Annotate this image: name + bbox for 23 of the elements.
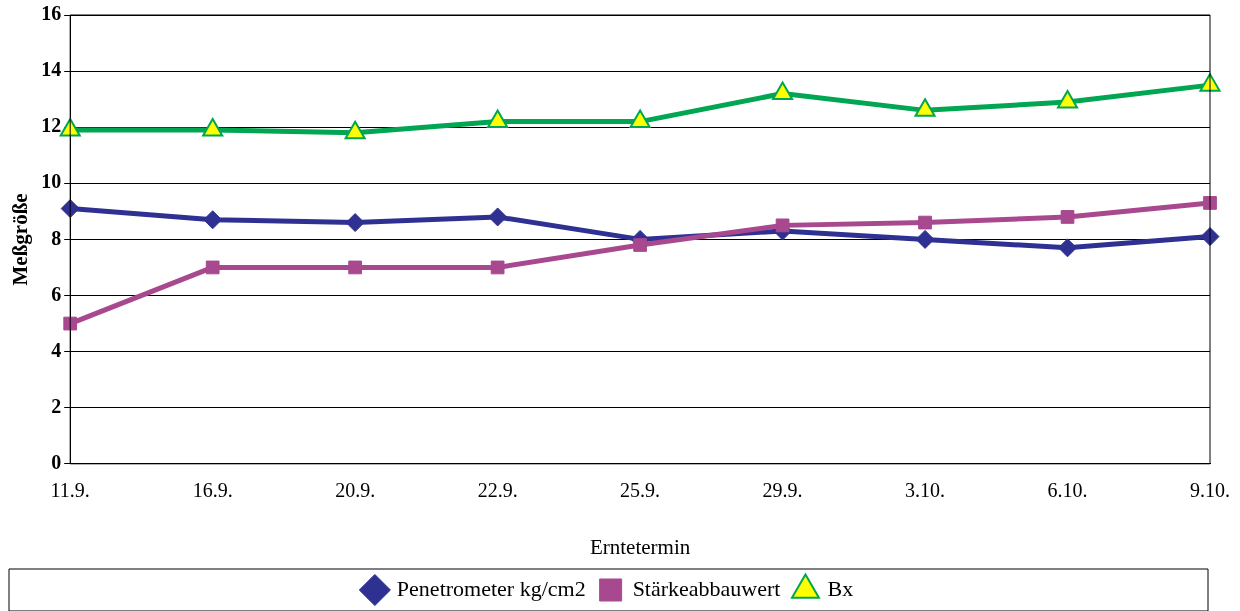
x-tick-label: 11.9.	[50, 479, 90, 502]
y-tick-label: 6	[51, 282, 62, 305]
y-axis-title: Meßgröße	[8, 193, 33, 286]
x-tick-label: 29.9.	[762, 479, 803, 502]
legend-label: Penetrometer kg/cm2	[396, 575, 586, 601]
legend-label: Stärkeabbauwert	[632, 575, 781, 601]
x-tick-label: 20.9.	[335, 479, 376, 502]
legend-label: Bx	[827, 575, 854, 601]
x-tick-label: 9.10.	[1190, 479, 1230, 502]
x-tick-label: 3.10.	[905, 479, 946, 502]
x-tick-label: 6.10.	[1047, 479, 1088, 502]
y-tick-label: 12	[41, 114, 62, 137]
y-tick-label: 8	[51, 226, 62, 249]
x-axis-title: Erntetermin	[589, 534, 691, 559]
y-tick-label: 2	[51, 394, 62, 417]
y-tick-label: 0	[51, 450, 62, 473]
x-tick-label: 22.9.	[477, 479, 518, 502]
y-tick-label: 14	[41, 58, 62, 81]
y-tick-label: 4	[51, 338, 62, 361]
y-tick-label: 16	[41, 2, 62, 25]
x-tick-label: 16.9.	[192, 479, 233, 502]
x-tick-label: 25.9.	[620, 479, 661, 502]
y-tick-label: 10	[41, 170, 62, 193]
